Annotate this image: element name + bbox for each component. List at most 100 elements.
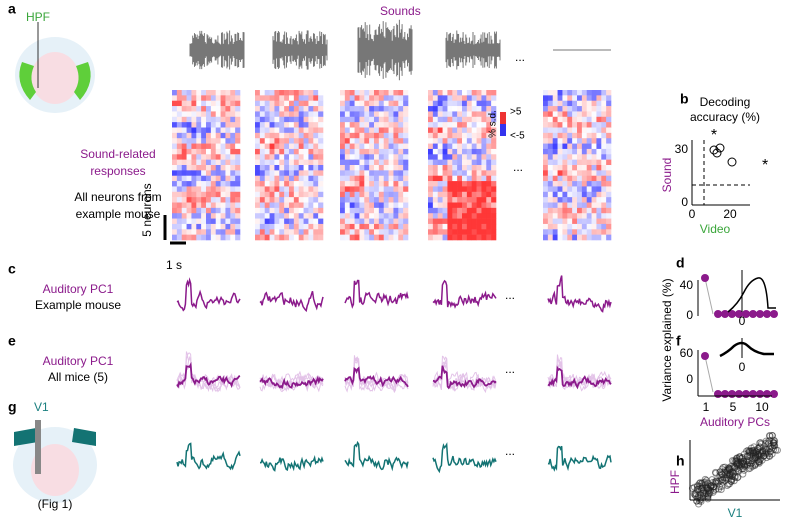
trace bbox=[176, 277, 241, 312]
heat-cell bbox=[552, 143, 558, 150]
heat-cell bbox=[462, 181, 468, 187]
heat-cell bbox=[279, 207, 285, 214]
heat-cell bbox=[340, 116, 346, 123]
trace bbox=[259, 373, 324, 393]
heat-cell bbox=[452, 111, 458, 118]
heat-cell bbox=[442, 90, 448, 96]
heatmap bbox=[340, 90, 409, 241]
heat-cell bbox=[378, 181, 385, 187]
sounds-title: Sounds bbox=[380, 4, 421, 18]
heat-cell bbox=[206, 148, 212, 155]
heat-cell bbox=[269, 213, 275, 219]
heat-cell bbox=[577, 95, 583, 102]
heat-cell bbox=[393, 100, 399, 107]
heat-cell bbox=[591, 165, 597, 171]
heat-cell bbox=[562, 213, 568, 219]
heat-cell bbox=[557, 165, 563, 171]
heat-cell bbox=[308, 191, 314, 198]
panel-title: Decoding bbox=[700, 95, 751, 109]
heat-cell bbox=[398, 159, 404, 166]
heat-cell bbox=[359, 148, 365, 155]
heat-cell bbox=[210, 170, 217, 177]
heat-cell bbox=[476, 170, 482, 177]
heat-cell bbox=[279, 165, 285, 171]
heat-cell bbox=[466, 165, 473, 171]
scatter-point bbox=[728, 471, 736, 479]
heat-cell bbox=[308, 197, 314, 203]
heat-cell bbox=[591, 116, 597, 123]
hpf-right bbox=[74, 62, 91, 100]
heat-cell bbox=[255, 213, 261, 219]
heat-cell bbox=[437, 148, 443, 155]
heat-cell bbox=[543, 154, 549, 160]
heat-cell bbox=[359, 154, 365, 160]
heat-cell bbox=[428, 165, 434, 171]
heat-cell bbox=[557, 175, 563, 182]
heat-cell bbox=[547, 148, 554, 155]
heat-cell bbox=[596, 143, 602, 150]
heat-cell bbox=[552, 186, 558, 193]
heat-cell bbox=[388, 207, 394, 214]
scatter-point bbox=[755, 443, 763, 451]
heat-cell bbox=[457, 106, 463, 112]
heat-cell bbox=[359, 106, 365, 112]
heat-cell bbox=[172, 229, 178, 235]
heat-cell bbox=[344, 229, 351, 235]
heat-cell bbox=[476, 202, 482, 209]
heat-cell bbox=[210, 159, 217, 166]
heat-cell bbox=[577, 234, 583, 241]
heat-cell bbox=[308, 148, 314, 155]
heat-cell bbox=[437, 234, 443, 241]
heat-cell bbox=[398, 111, 404, 118]
heat-cell bbox=[364, 197, 370, 203]
brain-core bbox=[31, 52, 79, 104]
heat-cell bbox=[364, 122, 370, 128]
heat-cell bbox=[206, 218, 212, 225]
heat-cell bbox=[462, 197, 468, 203]
heat-cell bbox=[437, 143, 443, 150]
heat-cell bbox=[562, 148, 568, 155]
heat-cell bbox=[264, 175, 270, 182]
heat-cell bbox=[374, 218, 380, 225]
pc-dot bbox=[714, 390, 722, 398]
heat-cell bbox=[543, 90, 549, 96]
heat-cell bbox=[428, 191, 434, 198]
heat-cell bbox=[293, 218, 300, 225]
heat-cell bbox=[176, 159, 183, 166]
heat-cell bbox=[230, 154, 236, 160]
heat-cell bbox=[215, 148, 221, 155]
heat-cell bbox=[274, 122, 280, 128]
heat-cell bbox=[557, 207, 563, 214]
heat-cell bbox=[586, 127, 592, 134]
heat-cell bbox=[452, 95, 458, 102]
heat-cell bbox=[279, 127, 285, 134]
heat-cell bbox=[471, 154, 477, 160]
heat-cell bbox=[354, 90, 360, 96]
heat-cell bbox=[308, 170, 314, 177]
heat-cell bbox=[344, 122, 351, 128]
heat-cell bbox=[383, 100, 389, 107]
heat-cell bbox=[303, 159, 309, 166]
heat-cell bbox=[398, 132, 404, 139]
heat-cell bbox=[349, 191, 355, 198]
heat-cell bbox=[393, 143, 399, 150]
heat-cell bbox=[318, 181, 324, 187]
heat-cell bbox=[403, 138, 409, 144]
heat-cell bbox=[210, 175, 217, 182]
heat-cell bbox=[340, 159, 346, 166]
heat-cell bbox=[491, 223, 497, 230]
heat-cell bbox=[274, 106, 280, 112]
heat-cell bbox=[255, 148, 261, 155]
heat-cell bbox=[191, 95, 197, 102]
heat-cell bbox=[491, 202, 497, 209]
heat-cell bbox=[318, 143, 324, 150]
heat-cell bbox=[398, 181, 404, 187]
heat-cell bbox=[601, 234, 607, 241]
heat-cell bbox=[264, 213, 270, 219]
heat-cell bbox=[269, 106, 275, 112]
scatter-point bbox=[725, 466, 733, 474]
heat-cell bbox=[447, 170, 453, 177]
heat-cell bbox=[289, 122, 295, 128]
heat-cell bbox=[462, 132, 468, 139]
heat-cell bbox=[344, 218, 351, 225]
